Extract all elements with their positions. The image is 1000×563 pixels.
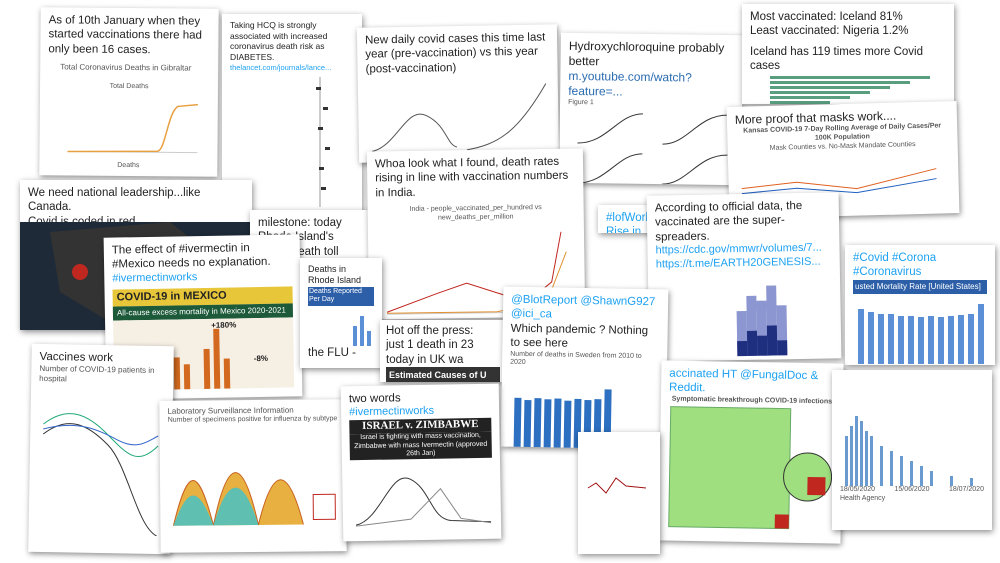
card: As of 10th January when they started vac… (39, 7, 219, 177)
x-axis: 18/05/2020 15/06/2020 18/07/2020 (840, 486, 984, 495)
chart-title: usted Mortality Rate [United States] (853, 279, 987, 294)
bar-chart (858, 303, 984, 364)
chart-title: Number of COVID-19 patients in hospital (39, 364, 155, 384)
subtitle: Total Coronavirus Deaths in Gibraltar (60, 62, 192, 73)
card: More proof that masks work.... Kansas CO… (726, 101, 960, 219)
grid-chart (668, 405, 833, 529)
tick-label: 18/07/2020 (948, 486, 984, 493)
bar-chart (845, 416, 973, 486)
source: Health Agency (840, 494, 886, 502)
card: According to official data, the vaccinat… (646, 192, 842, 362)
card: Most vaccinated: Iceland 81% Least vacci… (742, 4, 954, 104)
chart (172, 472, 336, 526)
banner-subtitle: Israel is fighting with mass vaccination… (349, 431, 492, 461)
card: #Covid #Corona #Coronavirus usted Mortal… (845, 245, 995, 365)
card: accinated HT @FungalDoc & Reddit. Sympto… (658, 360, 844, 544)
caption: Least vaccinated: Nigeria 1.2% (750, 25, 909, 38)
chart (355, 477, 492, 527)
card: Hydroxychloroquine probably better m.you… (558, 32, 744, 186)
card: two words #ivermectinworks ISRAEL v. ZIM… (340, 383, 502, 542)
link[interactable]: thelancet.com/journals/lance... (230, 62, 332, 72)
bar-chart (353, 316, 371, 346)
card: Hot off the press: just 1 death in 23 to… (380, 320, 506, 382)
caption: Taking HCQ is strongly associated with i… (230, 20, 328, 62)
chart (741, 168, 937, 195)
tick-label: 18/05/2020 (840, 486, 876, 493)
card: New daily covid cases this time last yea… (356, 24, 560, 163)
caption: Most vaccinated: Iceland 81% (750, 11, 903, 23)
chart (371, 83, 547, 153)
caption: The effect of #ivermectin in #Mexico nee… (111, 242, 271, 271)
chart (576, 113, 728, 185)
caption: New daily covid cases this time last yea… (364, 31, 546, 76)
caption: Iceland has 119 times more Covid cases (750, 45, 924, 73)
chart (67, 103, 198, 153)
chart-subtitle: Number of specimens positive for influen… (167, 415, 338, 424)
caption: As of 10th January when they started vac… (48, 14, 202, 56)
card: 18/05/2020 15/06/2020 18/07/2020 Health Ag… (832, 370, 992, 530)
hashtag[interactable]: #ivermectinworks (112, 270, 198, 285)
card: Laboratory Surveillance Information Numb… (159, 399, 347, 553)
caption: #lofWorld Rise in ca (606, 212, 655, 233)
caption: We need national leadership...like Canad… (28, 187, 201, 214)
caption: Which pandemic ? Nothing to see here (510, 322, 649, 350)
caption: Whoa look what I found, death rates risi… (374, 155, 569, 200)
caption: According to official data, the vaccinat… (654, 199, 803, 244)
forest-plot (316, 76, 330, 207)
bar-chart (770, 75, 930, 104)
chart-subtitle: Deaths Reported Per Day (308, 286, 374, 306)
histogram (736, 285, 788, 356)
card: @BlotReport @ShawnG927 @ici_ca Which pan… (500, 286, 669, 450)
caption: Hydroxychloroquine probably better (568, 38, 725, 69)
chart (42, 413, 159, 537)
card: Deaths in Rhode Island Deaths Reported P… (300, 258, 382, 368)
caption: accinated HT @FungalDoc & Reddit. (669, 367, 819, 395)
caption: #Covid #Corona #Coronavirus (853, 252, 937, 279)
card: Vaccines work Number of COVID-19 patient… (28, 343, 174, 555)
caption: the FLU - (308, 347, 356, 359)
caption: just 1 death in 23 today in UK wa (386, 339, 474, 366)
link[interactable]: m.youtube.com/watch?feature=... (568, 68, 692, 99)
chart-title: Deaths in Rhode Island (308, 264, 362, 286)
caption: @BlotReport @ShawnG927 @ici_ca (510, 293, 656, 321)
card (578, 432, 660, 554)
image-title: Estimated Causes of U (386, 367, 500, 382)
annotation: -8% (253, 354, 269, 364)
caption: Hot off the press: (386, 325, 474, 337)
annotation: +180% (211, 320, 237, 331)
legend: Deaths (117, 161, 140, 169)
tick-label: 15/06/2020 (894, 486, 930, 493)
chart (587, 477, 647, 494)
